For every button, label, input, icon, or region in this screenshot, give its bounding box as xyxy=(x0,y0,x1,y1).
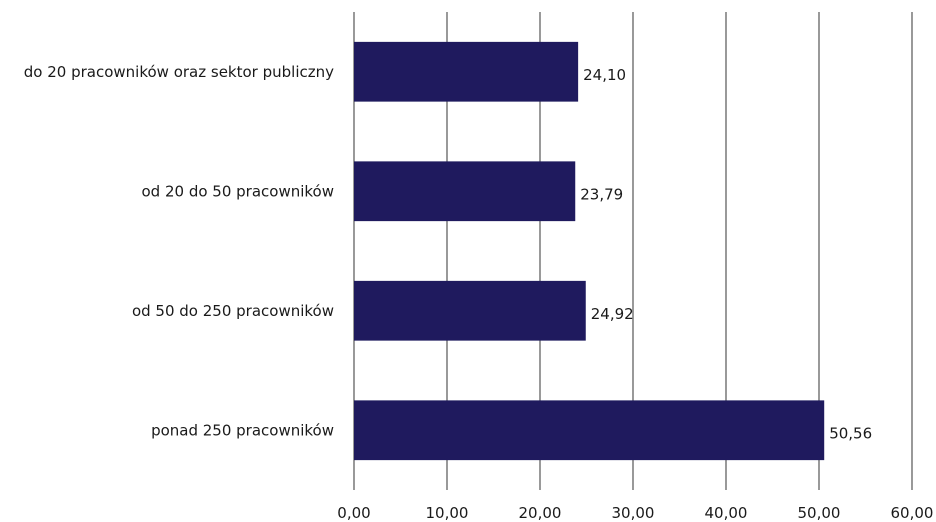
bar xyxy=(354,41,579,102)
data-label: 23,79 xyxy=(580,185,623,203)
category-label: od 50 do 250 pracowników xyxy=(132,302,334,320)
x-tick-label: 40,00 xyxy=(705,504,748,522)
data-label: 50,56 xyxy=(829,424,872,442)
bar xyxy=(354,400,825,461)
bars xyxy=(354,41,825,461)
x-tick-label: 30,00 xyxy=(612,504,655,522)
category-label: do 20 pracowników oraz sektor publiczny xyxy=(24,63,334,81)
x-tick-label: 0,00 xyxy=(337,504,370,522)
category-label: ponad 250 pracowników xyxy=(151,421,334,439)
x-tick-label: 20,00 xyxy=(519,504,562,522)
x-tick-label: 50,00 xyxy=(798,504,841,522)
data-label: 24,10 xyxy=(583,66,626,84)
category-labels: do 20 pracowników oraz sektor publiczny o… xyxy=(24,63,334,440)
x-tick-label: 10,00 xyxy=(426,504,469,522)
bar xyxy=(354,280,586,341)
x-axis-tick-labels: 0,00 10,00 20,00 30,00 40,00 50,00 60,00 xyxy=(337,504,933,522)
bar xyxy=(354,161,576,222)
data-labels: 24,10 23,79 24,92 50,56 xyxy=(580,66,872,443)
category-label: od 20 do 50 pracowników xyxy=(142,182,335,200)
x-tick-label: 60,00 xyxy=(891,504,934,522)
data-label: 24,92 xyxy=(591,305,634,323)
